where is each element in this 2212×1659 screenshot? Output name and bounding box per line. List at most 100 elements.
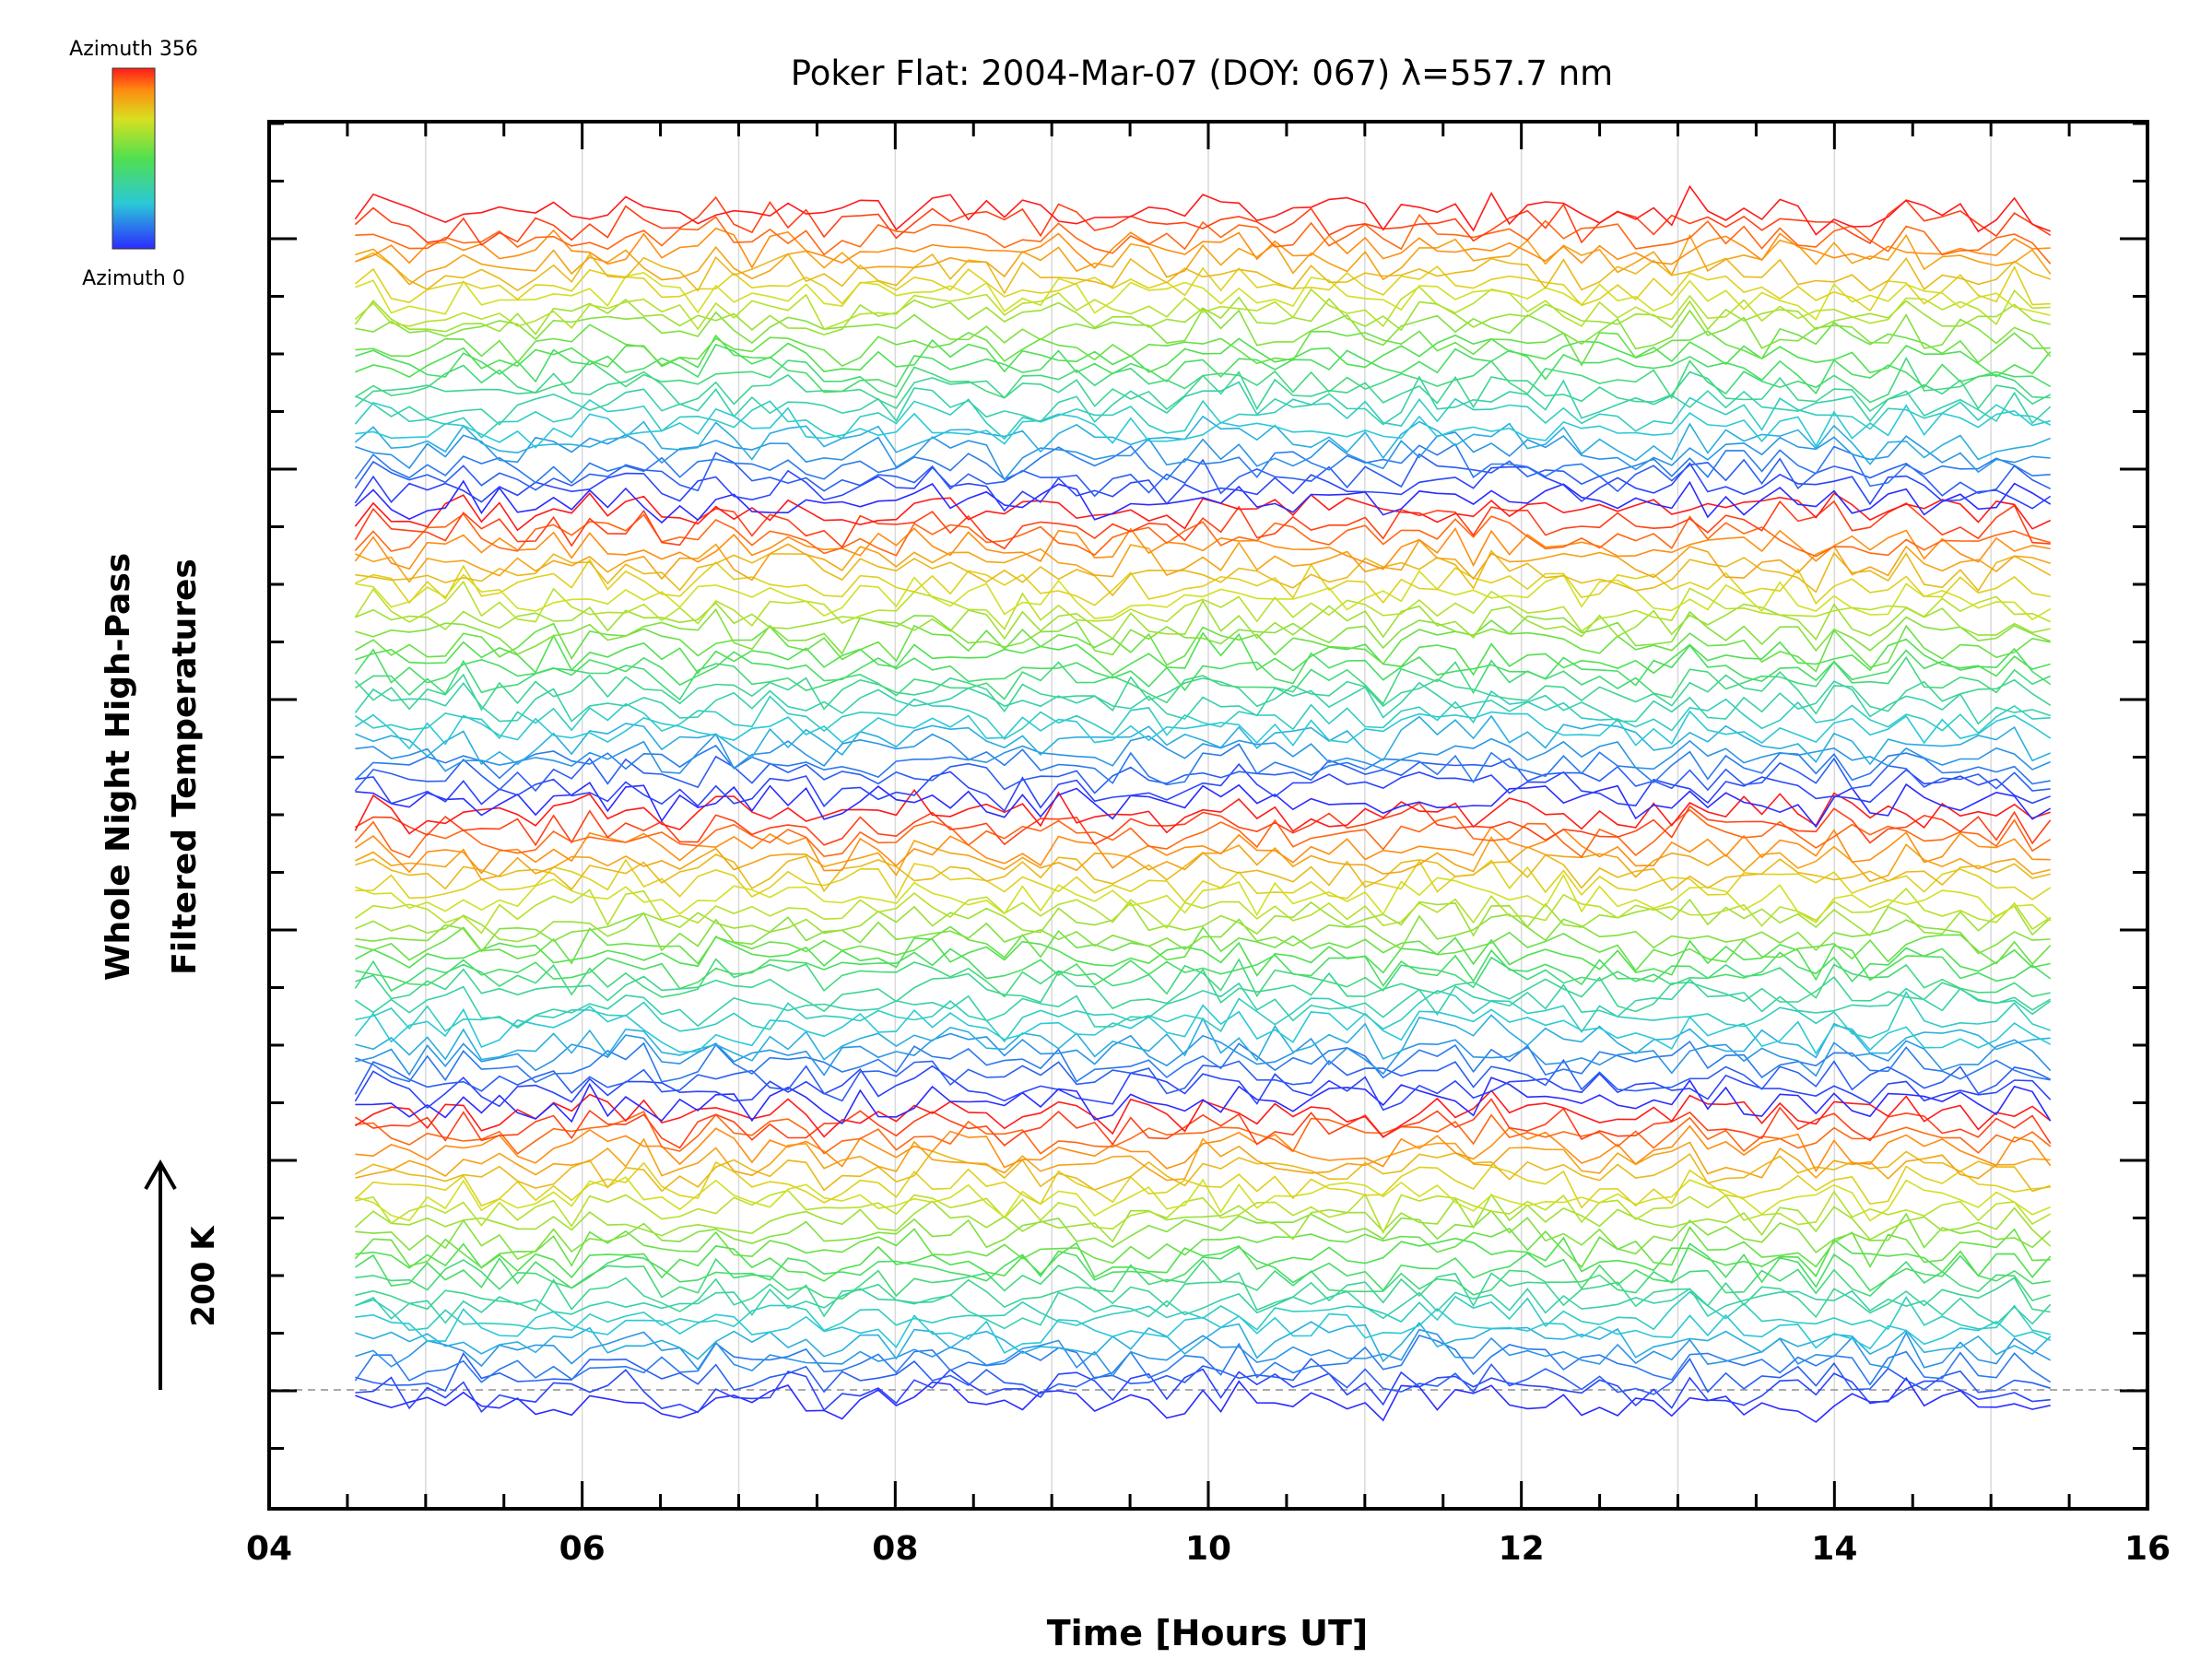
x-tick-label: 16 (2124, 1530, 2171, 1568)
series-line (355, 375, 2052, 426)
series-line (355, 1077, 2052, 1125)
series-line (355, 1040, 2051, 1084)
series-line (355, 227, 2051, 269)
series-line (355, 1290, 2051, 1335)
series-line (354, 512, 2051, 558)
x-tick-label: 12 (1499, 1530, 1545, 1568)
series-line (354, 825, 2051, 875)
series-line (355, 1376, 2051, 1423)
series-line (355, 935, 2051, 982)
series-line (354, 1058, 2052, 1102)
series-line (354, 670, 2052, 715)
series-line (354, 1089, 2052, 1138)
series-line (355, 947, 2052, 990)
series-line (355, 1288, 2052, 1330)
series-line (355, 631, 2051, 677)
series-line (355, 343, 2052, 395)
series-line (354, 644, 2052, 692)
scale-label: 200 K (185, 1225, 222, 1327)
series-line (355, 714, 2052, 766)
series-line (355, 321, 2051, 368)
series-line (355, 1352, 2051, 1395)
series-line (354, 265, 2051, 312)
series-line (354, 978, 2052, 1028)
series-line (355, 1321, 2052, 1363)
series-line (354, 755, 2051, 794)
series-line (355, 733, 2052, 774)
series-line (354, 956, 2051, 999)
series-line (355, 1110, 2052, 1155)
series-line (354, 492, 2052, 532)
chart-title: Poker Flat: 2004-Mar-07 (DOY: 067) λ=557… (791, 53, 1613, 93)
y-axis-label-line2: Filtered Temperatures (166, 559, 204, 975)
x-tick-label: 04 (246, 1530, 292, 1568)
series-line (355, 851, 2051, 893)
series-line (355, 1272, 2051, 1319)
x-tick-label: 08 (872, 1530, 918, 1568)
series-line (355, 252, 2051, 295)
series-line (355, 873, 2052, 924)
x-tick-label: 06 (559, 1530, 606, 1568)
series-line (354, 500, 2051, 550)
series-line (354, 296, 2051, 336)
series-line (355, 1150, 2051, 1193)
series-line (354, 808, 2052, 859)
series-line (355, 912, 2051, 955)
x-tick-label: 10 (1185, 1530, 1231, 1568)
series-line (355, 558, 2051, 606)
series-line (354, 1225, 2051, 1269)
series-line (355, 307, 2052, 358)
series-line (354, 1098, 2052, 1149)
series-line (354, 462, 2052, 512)
series-line (355, 404, 2051, 449)
series-line (355, 1257, 2051, 1302)
grid (425, 122, 1992, 1509)
colorbar-gradient (112, 67, 156, 250)
series-line (355, 272, 2051, 321)
series-line (355, 619, 2051, 673)
series-line (354, 356, 2051, 404)
x-tick-labels: 04 06 08 10 12 14 16 (246, 1530, 2171, 1568)
series-line (355, 334, 2052, 379)
series-line (355, 1124, 2052, 1173)
series-line (355, 762, 2051, 813)
series-line (355, 968, 2052, 1013)
series-line (354, 1242, 2051, 1292)
ticks (267, 122, 2149, 1509)
series-line (355, 213, 2052, 265)
series-line (355, 538, 2051, 583)
series-line (354, 479, 2052, 524)
series-line (355, 1014, 2051, 1062)
series-line (355, 431, 2051, 481)
series-line (355, 549, 2052, 597)
series-line (354, 689, 2051, 740)
series-line (354, 442, 2051, 488)
series-line (354, 710, 2052, 750)
series-line (354, 743, 2051, 786)
series-line (354, 526, 2051, 571)
series-line (355, 1176, 2052, 1222)
series-group (354, 184, 2052, 1423)
series-line (354, 195, 2052, 246)
colorbar-bottom-label: Azimuth 0 (82, 267, 185, 290)
series-line (354, 452, 2052, 498)
series-line (355, 1137, 2051, 1182)
series-line (355, 1032, 2052, 1077)
series-line (355, 233, 2052, 286)
series-line (355, 925, 2052, 972)
colorbar: Azimuth 356 Azimuth 0 (69, 38, 198, 290)
series-line (355, 990, 2051, 1043)
series-line (354, 1004, 2052, 1055)
series-line (354, 1065, 2052, 1112)
series-line (354, 286, 2051, 331)
series-line (355, 1368, 2051, 1414)
y-axis-label-line1: Whole Night High-Pass (100, 553, 137, 981)
series-line (355, 858, 2052, 903)
series-line (355, 898, 2052, 943)
x-axis-label: Time [Hours UT] (1047, 1613, 1369, 1653)
series-line (354, 184, 2051, 236)
series-line (354, 1334, 2052, 1386)
series-line (355, 782, 2052, 829)
colorbar-top-label: Azimuth 356 (69, 38, 198, 61)
scale-arrow (144, 1159, 177, 1390)
